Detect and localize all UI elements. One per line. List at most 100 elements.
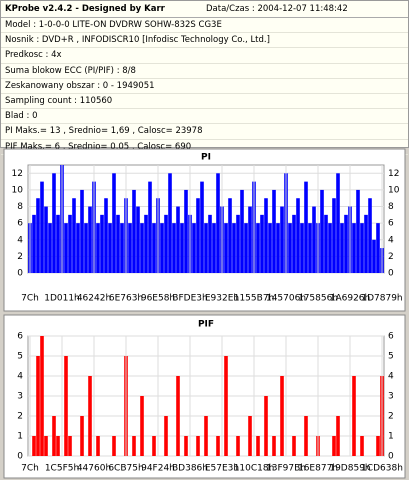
- x-tick-label: BD386h: [172, 464, 208, 474]
- bar: [80, 416, 84, 456]
- y-tick-label-right: 4: [388, 372, 394, 382]
- bar: [244, 223, 248, 273]
- info-line: Predkosc : 4x: [1, 48, 408, 64]
- bar: [196, 436, 200, 456]
- info-line: Nosnik : DVD+R , INFODISCR10 [Infodisc T…: [1, 33, 408, 49]
- y-tick-label-right: 0: [388, 452, 394, 462]
- bar: [36, 356, 40, 456]
- y-tick-label-right: 6: [388, 219, 394, 229]
- info-line: Blad : 0: [1, 109, 408, 125]
- bar: [116, 214, 120, 273]
- bar: [132, 189, 136, 273]
- bar: [80, 189, 84, 273]
- bar: [56, 436, 60, 456]
- bar: [88, 376, 92, 456]
- bar: [200, 181, 204, 273]
- x-tick-label: 1D011h: [44, 294, 80, 304]
- bar: [204, 223, 208, 273]
- y-tick-label: 8: [17, 202, 23, 212]
- x-tick-label: 13F97Bh: [266, 464, 306, 474]
- bar: [272, 436, 276, 456]
- bar: [352, 376, 356, 456]
- bar: [324, 214, 328, 273]
- bar: [140, 396, 144, 456]
- bar: [328, 223, 332, 273]
- bar: [236, 214, 240, 273]
- y-tick-label-right: 0: [388, 269, 394, 279]
- bar: [208, 214, 212, 273]
- bar: [216, 173, 220, 273]
- bar: [300, 223, 304, 273]
- bar: [264, 396, 268, 456]
- bar: [100, 214, 104, 273]
- bar: [168, 173, 172, 273]
- bar: [152, 223, 156, 273]
- bar: [268, 223, 272, 273]
- bar: [32, 436, 36, 456]
- bar: [372, 239, 376, 273]
- bar: [344, 214, 348, 273]
- bar: [204, 416, 208, 456]
- bar: [356, 189, 360, 273]
- bar: [228, 198, 232, 273]
- bar: [84, 223, 88, 273]
- bar: [52, 173, 56, 273]
- y-tick-label: 6: [17, 219, 23, 229]
- x-tick-label: BFDE3h: [172, 294, 207, 304]
- bar: [260, 214, 264, 273]
- app-title: KProbe v2.4.2 - Designed by Karr: [5, 4, 165, 14]
- info-line: Model : 1-0-0-0 LITE-ON DVDRW SOHW-832S …: [1, 18, 408, 34]
- x-tick-label: 7Ch: [21, 294, 39, 304]
- x-tick-label: E932Eh: [205, 294, 239, 304]
- bar: [68, 214, 72, 273]
- bar: [212, 223, 216, 273]
- bar: [48, 223, 52, 273]
- info-line: PI Maks.= 13 , Srednio= 1,69 , Calosc= 2…: [1, 124, 408, 140]
- bar: [336, 416, 340, 456]
- y-tick-label: 2: [17, 252, 23, 262]
- bar: [340, 223, 344, 273]
- bar: [280, 376, 284, 456]
- x-tick-label: 1155B7h: [234, 294, 275, 304]
- y-tick-label-right: 4: [388, 235, 394, 245]
- bar: [128, 223, 132, 273]
- bar: [56, 214, 60, 273]
- bar: [112, 436, 116, 456]
- bar: [288, 223, 292, 273]
- bar: [112, 173, 116, 273]
- bar: [184, 436, 188, 456]
- bar: [256, 436, 260, 456]
- bar: [224, 223, 228, 273]
- bar: [32, 214, 36, 273]
- x-tick-label: 6CB75h: [108, 464, 143, 474]
- y-tick-label: 5: [17, 352, 23, 362]
- bar: [40, 336, 44, 456]
- y-tick-label-right: 2: [388, 412, 394, 422]
- bar: [248, 206, 252, 273]
- bar: [236, 436, 240, 456]
- x-tick-label: 1A6926h: [330, 294, 371, 304]
- bar: [312, 206, 316, 273]
- x-tick-label: 44760h: [77, 464, 111, 474]
- bar: [88, 206, 92, 273]
- bar: [296, 198, 300, 273]
- bar: [280, 206, 284, 273]
- bar: [68, 436, 72, 456]
- y-tick-label-right: 1: [388, 432, 394, 442]
- y-tick-label-right: 6: [388, 332, 394, 342]
- x-tick-label: 16E877h: [298, 464, 338, 474]
- bar: [320, 189, 324, 273]
- bar: [104, 198, 108, 273]
- bar: [164, 416, 168, 456]
- x-tick-label: 19D859h: [329, 464, 370, 474]
- bar: [176, 376, 180, 456]
- bar: [276, 223, 280, 273]
- info-header: KProbe v2.4.2 - Designed by Karr Data/Cz…: [1, 1, 408, 18]
- datetime: Data/Czas : 2004-12-07 11:48:42: [206, 4, 348, 14]
- bar: [264, 198, 268, 273]
- chart-title: PIF: [198, 320, 214, 330]
- y-tick-label: 4: [17, 372, 23, 382]
- y-tick-label-right: 10: [388, 185, 400, 195]
